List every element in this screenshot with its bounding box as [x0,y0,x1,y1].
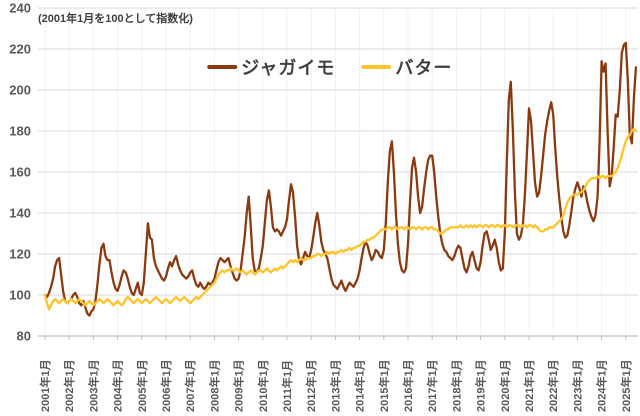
x-axis-label: 2010年1月 [256,359,270,412]
x-axis-label: 2019年1月 [474,359,488,412]
potato-series-line[interactable] [43,41,638,317]
y-axis-label: 220 [9,42,31,57]
x-axis-label: 2005年1月 [135,359,149,412]
y-axis-label: 80 [17,329,31,344]
chart-subtitle: (2001年1月を100として指数化) [38,13,193,25]
x-axis-label: 2009年1月 [232,359,246,412]
butter-series-line[interactable] [43,127,638,311]
y-axis-label: 240 [9,1,31,16]
x-axis-label: 2011年1月 [280,360,294,412]
x-axis-label: 2006年1月 [159,359,173,412]
y-axis-label: 160 [9,165,31,180]
legend-item-butter[interactable]: バター [361,54,452,80]
legend-label-potato: ジャガイモ [241,58,336,78]
y-axis-label: 100 [9,288,31,303]
x-axis-label: 2014年1月 [353,359,367,412]
x-axis-label: 2003年1月 [86,359,100,412]
y-axis-label: 120 [9,247,31,262]
x-axis-label: 2024年1月 [595,359,609,412]
y-axis-label: 200 [9,83,31,98]
x-axis-label: 2001年1月 [38,359,52,412]
legend-item-potato[interactable]: ジャガイモ [207,54,335,80]
x-axis-label: 2025年1月 [619,359,633,412]
x-axis-label: 2022年1月 [546,359,560,412]
x-axis-label: 2021年1月 [522,359,536,412]
x-axis-label: 2007年1月 [183,359,197,412]
potato-line-swatch-icon [207,65,238,69]
x-axis-label: 2015年1月 [377,359,391,412]
butter-line-swatch-icon [361,65,392,69]
x-axis-label: 2002年1月 [62,359,76,412]
x-axis-label: 2018年1月 [449,359,463,412]
x-axis-label: 2008年1月 [207,359,221,412]
y-axis-label: 180 [9,124,31,139]
x-axis-label: 2012年1月 [304,359,318,412]
x-axis-label: 2023年1月 [570,359,584,412]
x-axis-label: 2013年1月 [328,359,342,412]
x-axis-label: 2020年1月 [498,359,512,412]
y-axis-label: 140 [9,206,31,221]
legend: ジャガイモ バター [207,54,452,80]
legend-label-butter: バター [395,58,453,78]
x-axis-label: 2016年1月 [401,359,415,412]
x-axis-label: 2017年1月 [425,359,439,412]
x-axis-label: 2004年1月 [111,359,125,412]
